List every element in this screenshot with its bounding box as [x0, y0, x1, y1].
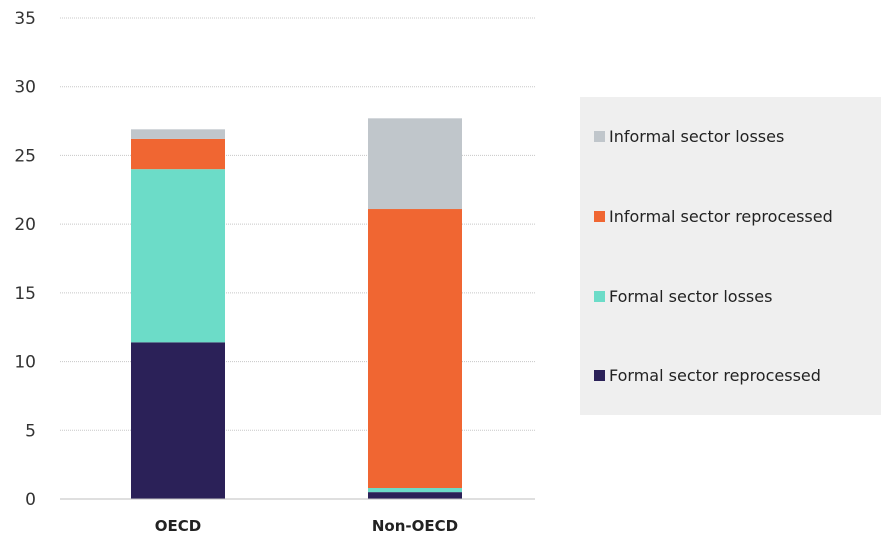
bar-segment: [368, 488, 462, 493]
legend-box: [580, 97, 881, 415]
x-tick-label: Non-OECD: [372, 517, 458, 535]
legend-label: Informal sector reprocessed: [609, 207, 833, 226]
bar-segment: [368, 209, 462, 489]
bar-segment: [131, 342, 225, 499]
y-tick-label: 5: [25, 421, 36, 441]
y-tick-label: 25: [14, 146, 36, 166]
y-axis: 0 5 10 15 20 25 30 35: [14, 9, 36, 510]
x-tick-label: OECD: [155, 517, 201, 535]
y-tick-label: 10: [14, 353, 36, 373]
y-tick-label: 20: [14, 215, 36, 235]
y-tick-label: 30: [14, 78, 36, 98]
y-tick-label: 15: [14, 284, 36, 304]
bar-segment: [131, 129, 225, 139]
legend-label: Formal sector losses: [609, 287, 772, 306]
legend: Informal sector losses Informal sector re…: [580, 97, 881, 415]
bar-segment: [131, 138, 225, 170]
legend-label: Formal sector reprocessed: [609, 366, 821, 385]
legend-swatch: [594, 131, 605, 142]
legend-label: Informal sector losses: [609, 127, 784, 146]
bars: [131, 118, 462, 499]
y-tick-label: 35: [14, 9, 36, 29]
y-tick-label: 0: [25, 490, 36, 510]
bar-segment: [368, 118, 462, 210]
bar-segment: [368, 492, 462, 499]
legend-swatch: [594, 370, 605, 381]
bar-segment: [131, 169, 225, 343]
legend-swatch: [594, 211, 605, 222]
legend-swatch: [594, 291, 605, 302]
x-axis: OECD Non-OECD: [155, 517, 458, 535]
